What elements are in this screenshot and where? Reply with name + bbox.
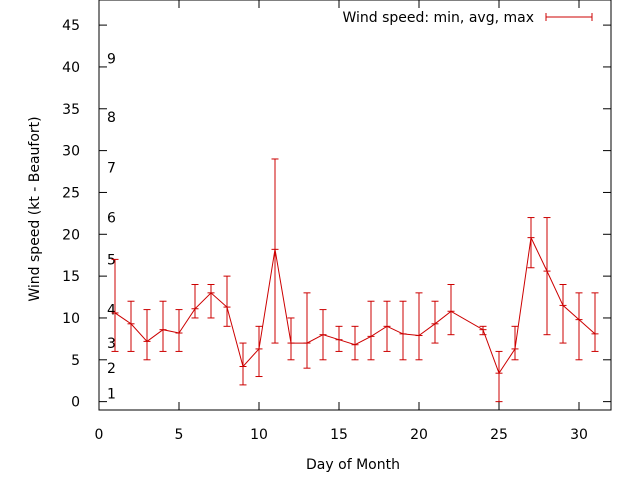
y-tick-label: 5	[71, 353, 80, 369]
legend-label: Wind speed: min, avg, max	[342, 10, 534, 26]
plot-frame	[98, 0, 612, 411]
beaufort-label: 6	[107, 211, 116, 227]
y-tick-label: 35	[62, 102, 80, 118]
y-tick-label: 15	[62, 269, 80, 285]
series-line	[114, 235, 596, 375]
beaufort-label: 7	[107, 160, 116, 176]
x-tick-label: 25	[490, 427, 508, 443]
beaufort-label: 1	[107, 386, 116, 402]
legend: Wind speed: min, avg, max	[342, 10, 593, 26]
y-axis-label: Wind speed (kt - Beaufort)	[27, 116, 43, 301]
beaufort-label: 2	[107, 361, 116, 377]
x-tick-label: 15	[330, 427, 348, 443]
y-tick-label: 45	[62, 18, 80, 34]
x-tick-label: 10	[250, 427, 268, 443]
y-tick-label: 20	[62, 227, 80, 243]
beaufort-label: 3	[107, 336, 116, 352]
y-tick-label: 10	[62, 311, 80, 327]
y-tick-label: 30	[62, 144, 80, 160]
beaufort-label: 4	[107, 303, 116, 319]
beaufort-label: 8	[107, 110, 116, 126]
beaufort-label: 5	[107, 252, 116, 268]
y-tick-label: 25	[62, 185, 80, 201]
wind-speed-series	[111, 158, 599, 403]
x-axis: 0 5 10 15 20 25 30	[95, 0, 588, 443]
x-tick-label: 20	[410, 427, 428, 443]
x-tick-label: 5	[175, 427, 184, 443]
y-tick-label: 0	[71, 395, 80, 411]
y-tick-label: 40	[62, 60, 80, 76]
beaufort-label: 9	[107, 52, 116, 68]
x-tick-label: 0	[95, 427, 104, 443]
x-axis-label: Day of Month	[306, 457, 400, 473]
x-tick-label: 30	[570, 427, 588, 443]
beaufort-scale-labels: 1 2 3 4 5 6 7 8 9	[107, 52, 116, 403]
